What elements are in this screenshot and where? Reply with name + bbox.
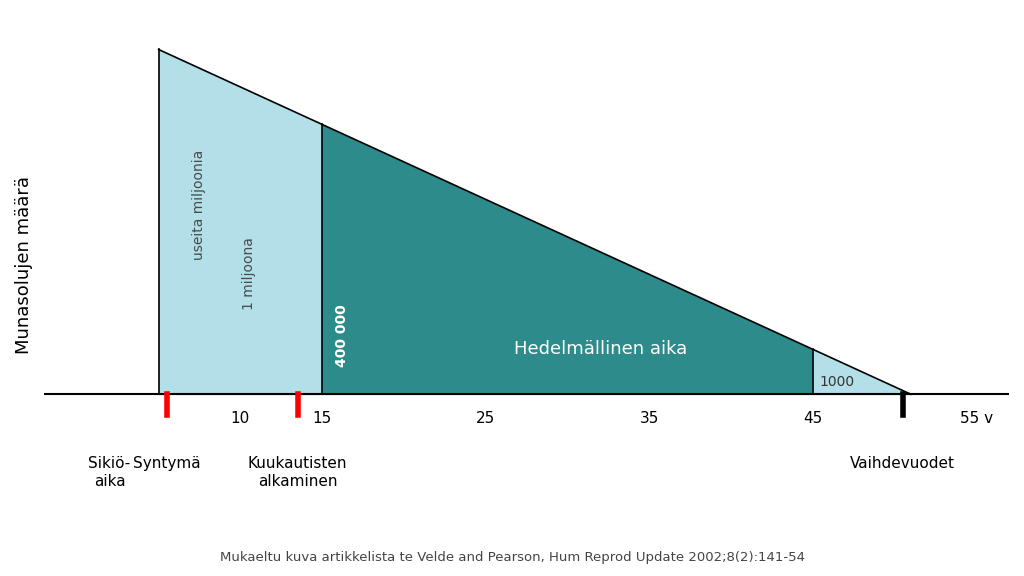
Text: 400 000: 400 000 — [335, 304, 349, 367]
Text: 45: 45 — [803, 411, 822, 426]
Text: Kuukautisten
alkaminen: Kuukautisten alkaminen — [248, 456, 347, 488]
Text: Vaihdevuodet: Vaihdevuodet — [850, 456, 955, 471]
Text: 55 v: 55 v — [959, 411, 993, 426]
Text: 1000: 1000 — [820, 375, 855, 389]
Polygon shape — [323, 124, 813, 394]
Text: 10: 10 — [230, 411, 250, 426]
Text: Mukaeltu kuva artikkelista te Velde and Pearson, Hum Reprod Update 2002;8(2):141: Mukaeltu kuva artikkelista te Velde and … — [219, 551, 805, 564]
Text: Syntymä: Syntymä — [133, 456, 201, 471]
Text: 1 miljoona: 1 miljoona — [242, 237, 256, 310]
Text: 25: 25 — [476, 411, 496, 426]
Text: useita miljoonia: useita miljoonia — [193, 150, 207, 260]
Y-axis label: Munasolujen määrä: Munasolujen määrä — [15, 176, 33, 354]
Text: 15: 15 — [312, 411, 332, 426]
Text: Hedelmällinen aika: Hedelmällinen aika — [513, 340, 687, 358]
Text: Sikiö-
aika: Sikiö- aika — [88, 456, 131, 488]
Polygon shape — [159, 50, 323, 394]
Text: 35: 35 — [640, 411, 658, 426]
Polygon shape — [813, 349, 911, 394]
